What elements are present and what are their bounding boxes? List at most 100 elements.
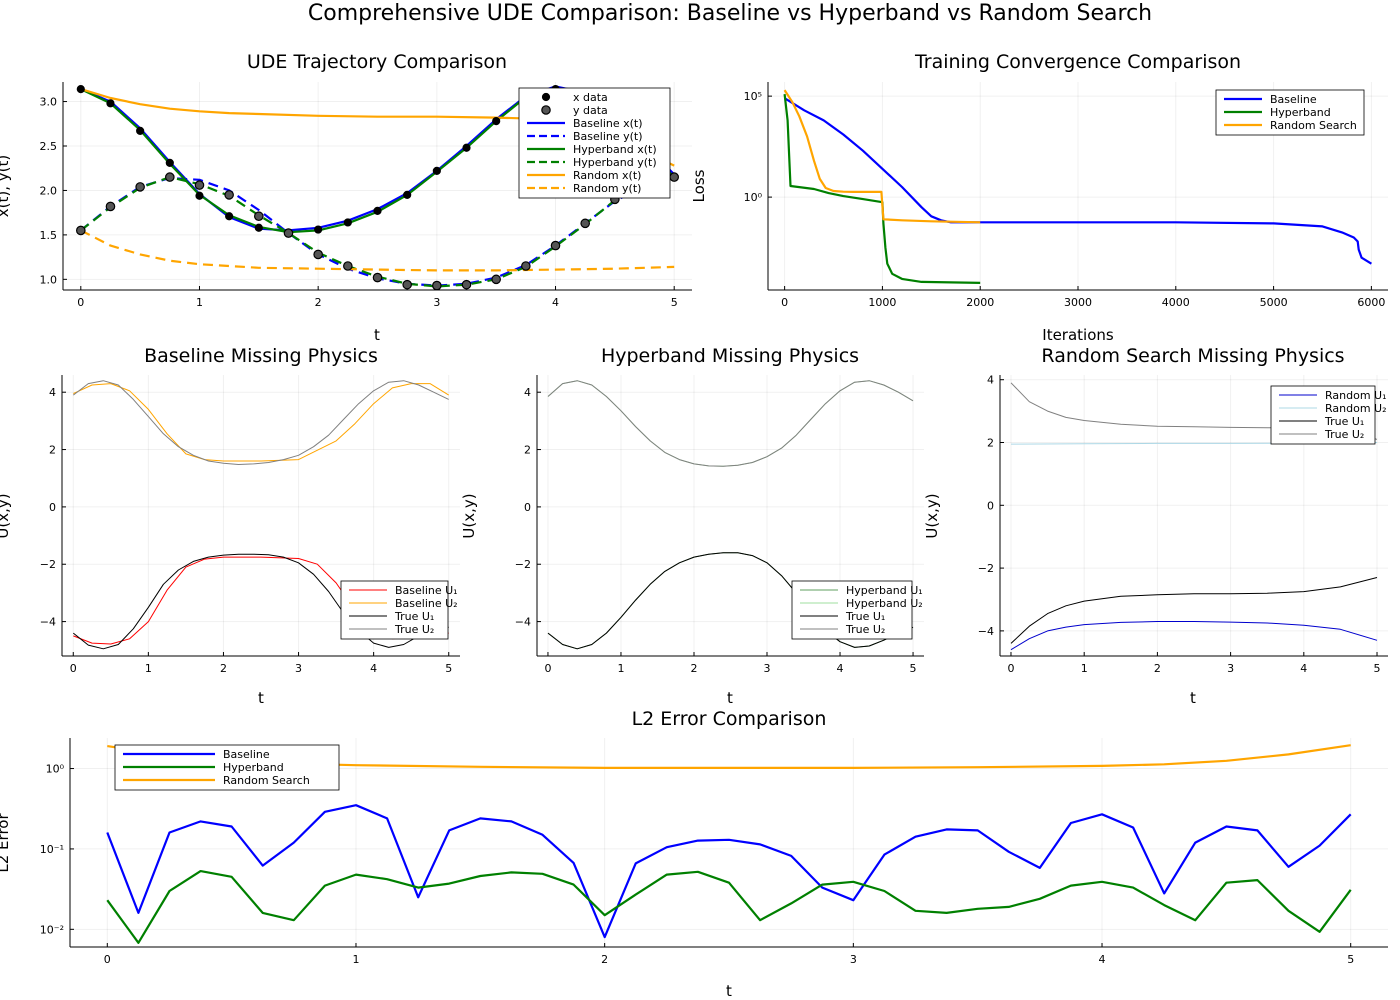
data-point-x-data <box>165 158 174 167</box>
legend-label: Random U₁ <box>1325 389 1387 402</box>
x-tick-label: 5 <box>1374 662 1381 675</box>
data-point-y-data <box>343 261 353 271</box>
x-tick-label: 4 <box>370 662 377 675</box>
legend-label: Random x(t) <box>573 169 641 182</box>
data-point-y-data <box>254 211 264 222</box>
x-tick-label: 1 <box>617 662 624 675</box>
y-tick-label: 10⁰ <box>46 763 65 776</box>
legend-label: Hyperband y(t) <box>573 156 657 169</box>
legend-label: Baseline <box>1270 93 1317 106</box>
legend-label: Hyperband U₂ <box>846 597 923 610</box>
y-axis-label: L2 Error <box>0 813 12 873</box>
legend-label: Baseline y(t) <box>573 130 643 143</box>
series-line-random-u <box>1010 621 1378 651</box>
chart-randphys: 0 1 2 3 4 5 −4 −2 0 2 4 Random Search Missing Physi… <box>923 345 1388 707</box>
x-tick-label: 2 <box>690 662 697 675</box>
data-point-x-data <box>343 218 352 227</box>
x-tick-label: 1 <box>352 953 359 966</box>
y-tick-label: 0 <box>524 501 531 514</box>
x-tick-label: 0 <box>70 662 77 675</box>
data-point-y-data <box>580 218 590 229</box>
series-line-random-search <box>783 89 981 224</box>
series-line-true-u <box>72 553 449 650</box>
legend-label: Baseline U₂ <box>395 597 458 610</box>
chart-loss: 0 1000 2000 3000 4000 5000 6000 10⁰ 10⁵ Training … <box>690 51 1388 344</box>
x-axis-label: t <box>726 982 732 1000</box>
x-tick-label: 5 <box>1347 953 1354 966</box>
data-point-y-data <box>521 261 531 271</box>
legend-label: y data <box>573 104 608 117</box>
y-tick-label: 1.5 <box>40 229 58 242</box>
y-tick-label: 2.5 <box>40 140 58 153</box>
y-tick-label: 2 <box>987 437 994 450</box>
chart-title: L2 Error Comparison <box>632 708 827 730</box>
y-axis-label: x(t), y(t) <box>0 155 12 217</box>
data-point-y-data <box>283 228 294 238</box>
y-tick-label: −2 <box>515 558 531 571</box>
data-point-y-data <box>402 279 412 290</box>
plot-area <box>783 89 1372 284</box>
data-point-x-data <box>373 206 382 215</box>
data-point-y-data <box>224 190 234 200</box>
data-point-y-data <box>76 225 86 236</box>
legend-label: Random U₂ <box>1325 402 1387 415</box>
chart-basephys: 0 1 2 3 4 5 −4 −2 0 2 4 Baseline Missing Physics t U(… <box>0 345 460 707</box>
x-tick-label: 3000 <box>1064 296 1092 309</box>
x-tick-label: 1 <box>145 662 152 675</box>
data-point-x-data <box>195 191 204 200</box>
x-tick-label: 6000 <box>1357 296 1385 309</box>
x-axis-label: Iterations <box>1042 326 1114 344</box>
data-point-y-data <box>669 172 679 182</box>
y-tick-label: −4 <box>978 625 994 638</box>
data-point-x-data <box>492 117 501 126</box>
series-line-true-u <box>547 552 914 650</box>
data-point-x-data <box>314 225 323 234</box>
x-tick-label: 4 <box>552 296 559 309</box>
series-line-true-u <box>547 380 914 467</box>
chart-hypphys: 0 1 2 3 4 5 −4 −2 0 2 4 Hyperband Missing Physics t U… <box>460 345 924 707</box>
page-title: Comprehensive UDE Comparison: Baseline v… <box>308 1 1152 26</box>
series-line-true-u <box>1010 577 1378 644</box>
data-point-x-data <box>106 99 115 108</box>
x-tick-label: 5 <box>910 662 917 675</box>
x-tick-label: 2 <box>601 953 608 966</box>
series-line-true-u <box>72 380 449 465</box>
y-tick-label: −4 <box>515 616 531 629</box>
y-tick-label: 10⁰ <box>744 191 763 204</box>
chart-traj: 0 1 2 3 4 5 1.0 1.5 2.0 2.5 3.0 UDE Trajectory Comp… <box>0 51 692 344</box>
y-tick-label: −4 <box>40 616 56 629</box>
x-tick-label: 2 <box>1154 662 1161 675</box>
y-tick-label: 1.0 <box>40 273 58 286</box>
legend-label: x data <box>573 91 608 104</box>
chart-title: Hyperband Missing Physics <box>601 345 859 367</box>
y-tick-label: −2 <box>978 562 994 575</box>
x-tick-label: 3 <box>850 953 857 966</box>
legend-marker <box>541 92 551 102</box>
y-axis-label: U(x,y) <box>0 493 12 538</box>
series-line-baseline-u <box>73 383 449 462</box>
legend-label: Hyperband <box>223 761 284 774</box>
data-point-y-data <box>550 240 561 251</box>
series-line-random-y-t <box>80 229 675 272</box>
y-tick-label: 0 <box>987 499 994 512</box>
y-axis-label: U(x,y) <box>923 493 941 538</box>
data-point-y-data <box>165 172 175 182</box>
data-point-y-data <box>491 274 501 285</box>
chart-title: Random Search Missing Physics <box>1041 345 1344 367</box>
legend-label: True U₂ <box>845 623 885 636</box>
x-tick-label: 0 <box>781 296 788 309</box>
y-tick-label: −2 <box>40 558 56 571</box>
data-point-x-data <box>254 223 263 232</box>
legend-label: Baseline U₁ <box>395 584 458 597</box>
chart-title: Baseline Missing Physics <box>144 345 378 367</box>
x-tick-label: 0 <box>544 662 551 675</box>
data-point-y-data <box>372 272 383 283</box>
data-point-x-data <box>76 85 85 94</box>
x-tick-label: 5 <box>445 662 452 675</box>
legend-label: True U₂ <box>394 623 434 636</box>
y-tick-label: 10⁵ <box>744 90 762 103</box>
x-tick-label: 1 <box>196 296 203 309</box>
